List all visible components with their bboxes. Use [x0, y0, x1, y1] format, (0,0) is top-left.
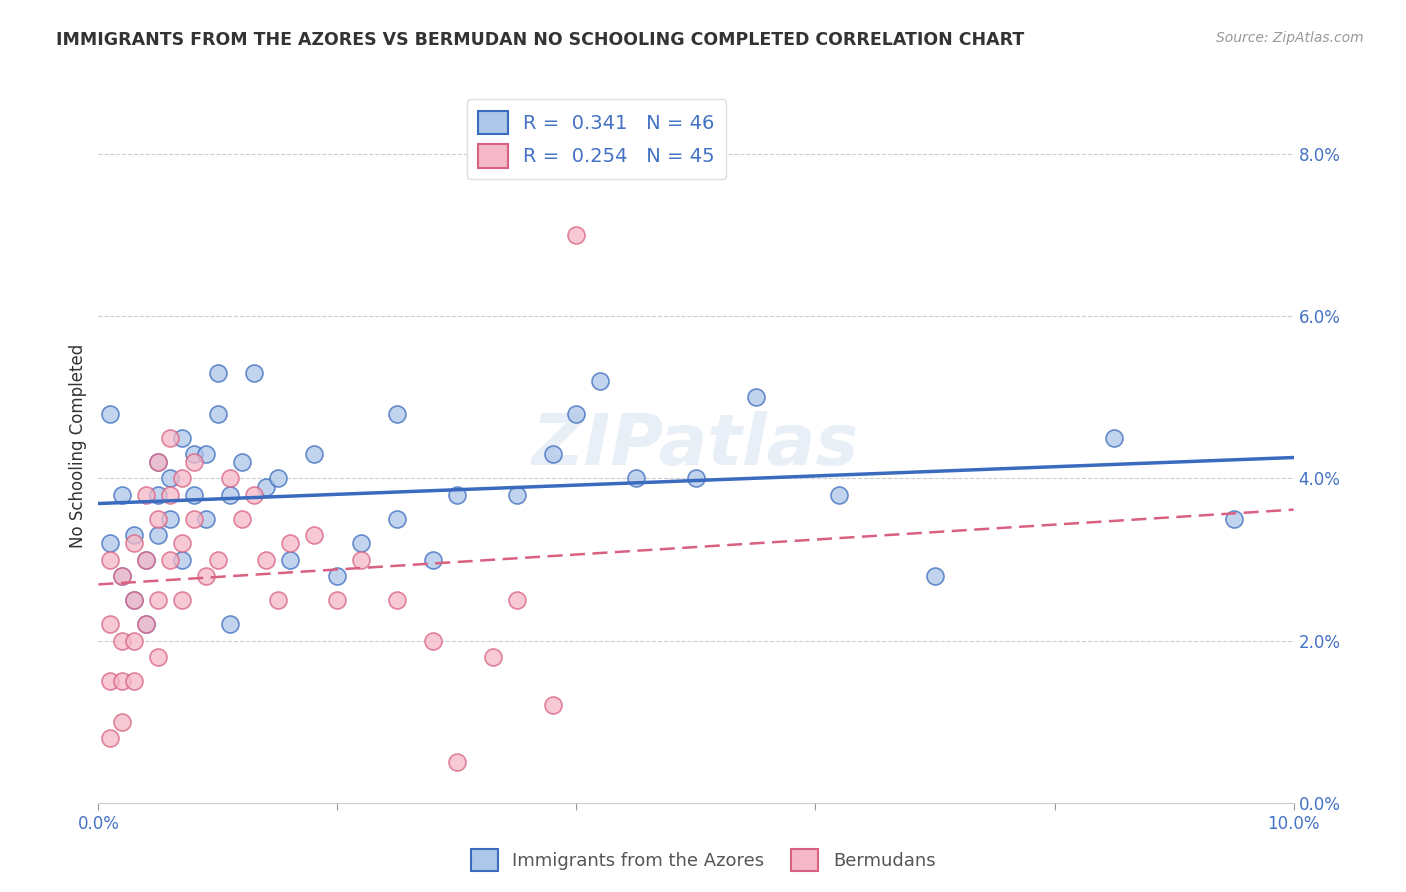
- Point: [219, 471, 242, 485]
- Point: [219, 617, 242, 632]
- Point: [685, 471, 707, 485]
- Point: [124, 593, 146, 607]
- Point: [135, 617, 157, 632]
- Point: [172, 536, 194, 550]
- Point: [589, 374, 612, 388]
- Point: [243, 488, 266, 502]
- Point: [148, 512, 170, 526]
- Point: [159, 488, 181, 502]
- Point: [111, 568, 134, 582]
- Point: [278, 552, 301, 566]
- Point: [231, 455, 253, 469]
- Point: [100, 731, 122, 745]
- Point: [183, 488, 205, 502]
- Point: [100, 407, 122, 421]
- Point: [159, 471, 181, 485]
- Y-axis label: No Schooling Completed: No Schooling Completed: [69, 344, 87, 548]
- Point: [278, 536, 301, 550]
- Point: [100, 552, 122, 566]
- Legend: Immigrants from the Azores, Bermudans: Immigrants from the Azores, Bermudans: [464, 842, 942, 879]
- Point: [541, 447, 564, 461]
- Point: [135, 617, 157, 632]
- Point: [422, 552, 444, 566]
- Point: [231, 512, 253, 526]
- Point: [135, 552, 157, 566]
- Point: [124, 536, 146, 550]
- Point: [111, 488, 134, 502]
- Point: [302, 528, 325, 542]
- Point: [111, 633, 134, 648]
- Point: [254, 479, 277, 493]
- Point: [541, 698, 564, 713]
- Point: [506, 488, 529, 502]
- Point: [828, 488, 851, 502]
- Point: [219, 488, 242, 502]
- Point: [267, 471, 290, 485]
- Point: [124, 593, 146, 607]
- Point: [135, 488, 157, 502]
- Point: [148, 455, 170, 469]
- Point: [385, 512, 409, 526]
- Point: [159, 552, 181, 566]
- Point: [565, 228, 588, 243]
- Point: [148, 488, 170, 502]
- Point: [1223, 512, 1246, 526]
- Point: [745, 390, 768, 404]
- Legend: R =  0.341   N = 46, R =  0.254   N = 45: R = 0.341 N = 46, R = 0.254 N = 45: [467, 99, 727, 179]
- Point: [350, 552, 373, 566]
- Point: [207, 366, 229, 380]
- Point: [148, 593, 170, 607]
- Point: [124, 674, 146, 689]
- Point: [1104, 431, 1126, 445]
- Point: [207, 407, 229, 421]
- Point: [446, 756, 468, 770]
- Point: [183, 447, 205, 461]
- Point: [172, 552, 194, 566]
- Point: [506, 593, 529, 607]
- Point: [195, 512, 218, 526]
- Point: [446, 488, 468, 502]
- Point: [326, 568, 349, 582]
- Point: [385, 407, 409, 421]
- Point: [100, 674, 122, 689]
- Point: [111, 674, 134, 689]
- Point: [422, 633, 444, 648]
- Point: [207, 552, 229, 566]
- Point: [172, 593, 194, 607]
- Point: [172, 431, 194, 445]
- Point: [326, 593, 349, 607]
- Point: [124, 528, 146, 542]
- Point: [183, 455, 205, 469]
- Point: [302, 447, 325, 461]
- Point: [626, 471, 648, 485]
- Point: [183, 512, 205, 526]
- Point: [195, 447, 218, 461]
- Point: [385, 593, 409, 607]
- Point: [481, 649, 505, 664]
- Point: [565, 407, 588, 421]
- Point: [111, 568, 134, 582]
- Point: [148, 528, 170, 542]
- Point: [159, 512, 181, 526]
- Point: [100, 536, 122, 550]
- Point: [148, 455, 170, 469]
- Text: Source: ZipAtlas.com: Source: ZipAtlas.com: [1216, 31, 1364, 45]
- Point: [243, 366, 266, 380]
- Point: [924, 568, 946, 582]
- Point: [172, 471, 194, 485]
- Point: [135, 552, 157, 566]
- Point: [148, 649, 170, 664]
- Point: [159, 431, 181, 445]
- Text: IMMIGRANTS FROM THE AZORES VS BERMUDAN NO SCHOOLING COMPLETED CORRELATION CHART: IMMIGRANTS FROM THE AZORES VS BERMUDAN N…: [56, 31, 1025, 49]
- Point: [350, 536, 373, 550]
- Point: [267, 593, 290, 607]
- Point: [100, 617, 122, 632]
- Point: [111, 714, 134, 729]
- Point: [124, 633, 146, 648]
- Point: [195, 568, 218, 582]
- Text: ZIPatlas: ZIPatlas: [533, 411, 859, 481]
- Point: [254, 552, 277, 566]
